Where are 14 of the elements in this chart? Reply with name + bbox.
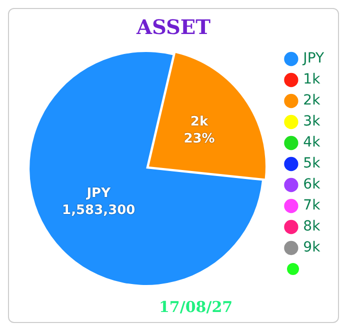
legend-label: 4k: [303, 134, 322, 151]
legend-label: 3k: [303, 114, 322, 130]
legend-label: 7k: [303, 198, 322, 214]
text: 17/08/27: [159, 298, 233, 316]
legend-label: 8k: [303, 218, 322, 235]
legend-label: 6k: [303, 176, 322, 193]
data-label: 2k 23%: [184, 114, 215, 147]
legend-label: JPY: [302, 50, 324, 67]
legend-label: 2k: [303, 92, 322, 109]
data-label: JPY 1,583,300: [62, 186, 136, 218]
chart-title: ASSET: [135, 15, 211, 40]
legend-label: 9k: [303, 240, 322, 256]
legend-label: 5k: [303, 156, 322, 172]
legend-label: 1k: [303, 72, 322, 88]
